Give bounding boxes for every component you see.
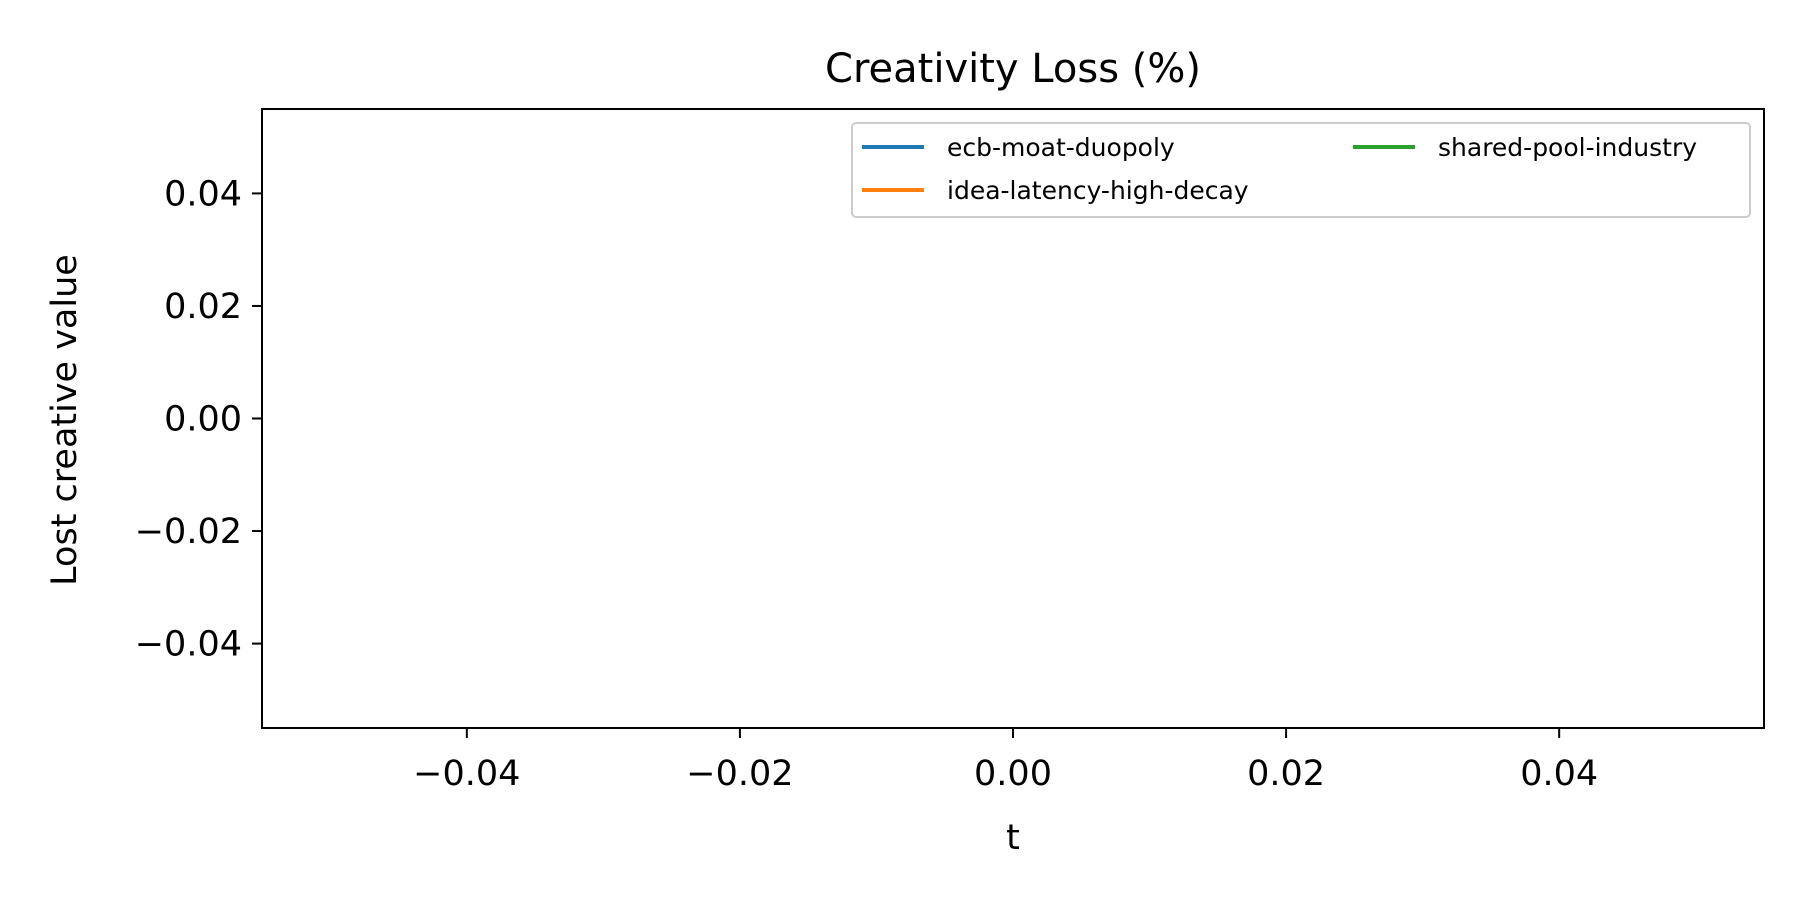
legend-label-ecb-moat-duopoly: ecb-moat-duopoly (947, 133, 1175, 162)
x-tick-label: 0.02 (1247, 754, 1325, 794)
x-tick-label: −0.02 (686, 754, 793, 794)
y-tick-label: 0.00 (164, 400, 242, 440)
y-tick-label: 0.04 (164, 174, 242, 214)
y-tick-label: −0.04 (135, 625, 242, 665)
x-tick-label: 0.04 (1520, 754, 1598, 794)
x-tick-label: 0.00 (974, 754, 1052, 794)
x-axis-label: t (1006, 818, 1020, 858)
y-axis-ticks: −0.04 −0.02 0.00 0.02 0.04 (135, 174, 262, 665)
x-axis-ticks: −0.04 −0.02 0.00 0.02 0.04 (413, 728, 1598, 794)
legend-box (851, 122, 1751, 218)
legend-label-shared-pool-industry: shared-pool-industry (1438, 133, 1697, 162)
plot-frame (261, 108, 1765, 729)
chart-title: Creativity Loss (%) (825, 46, 1201, 92)
y-tick-label: 0.02 (164, 287, 242, 327)
legend: ecb-moat-duopoly idea-latency-high-decay s… (851, 122, 1751, 218)
y-tick-label: −0.02 (135, 512, 242, 552)
x-tick-label: −0.04 (413, 754, 520, 794)
legend-label-idea-latency-high-decay: idea-latency-high-decay (947, 176, 1249, 205)
y-axis-label: Lost creative value (45, 254, 85, 586)
